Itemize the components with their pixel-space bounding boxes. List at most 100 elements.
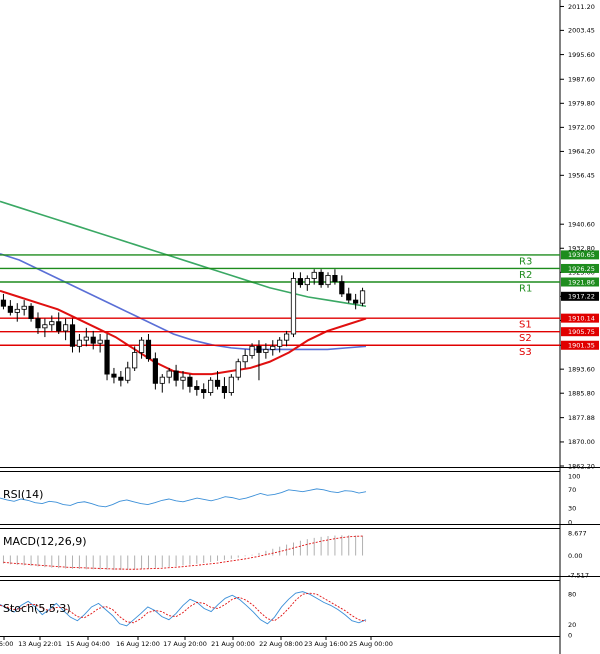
candle-body — [28, 305, 34, 319]
level-value-r3: 1930.65 — [568, 251, 595, 259]
candle-body — [35, 318, 41, 329]
candle-body — [311, 271, 317, 279]
candle-body — [332, 275, 338, 282]
candle-body — [90, 336, 96, 344]
candle-body — [214, 379, 221, 387]
level-value-r1: 1921.86 — [568, 278, 595, 286]
x-tick-label: 16:00 — [0, 640, 13, 648]
candle-body — [283, 333, 290, 341]
candle-body — [208, 379, 214, 393]
price-y-tick-label: 1940.60 — [568, 221, 595, 229]
candle-body — [180, 376, 186, 381]
candle-body — [49, 321, 55, 326]
candle-body — [263, 349, 269, 353]
x-axis: 16:00 13 Aug 22:01 15 Aug 04:00 16 Aug 12:0… — [0, 636, 393, 648]
candle-body — [111, 373, 117, 378]
candle-body — [187, 376, 193, 387]
price-y-tick-label: 1979.80 — [568, 100, 595, 108]
rsi-title: RSI(14) — [3, 488, 43, 501]
macd-title: MACD(12,26,9) — [3, 535, 87, 548]
level-value-box-r2 — [561, 263, 599, 273]
candle-body — [325, 275, 331, 286]
candle-body — [132, 352, 138, 369]
candle-body — [63, 324, 69, 332]
candle-body — [138, 339, 145, 353]
macd-panel: 8.677 0.00 -7.517 — [2, 529, 589, 579]
level-label-r2: R2 — [519, 270, 532, 281]
candle-body — [318, 271, 324, 286]
level-label-s1: S1 — [519, 320, 532, 331]
level-value-box-s2 — [561, 327, 599, 337]
candle-body — [297, 278, 303, 286]
candle-body — [304, 278, 310, 286]
x-tick-label: 17 Aug 20:00 — [163, 640, 207, 648]
candle-body — [76, 339, 83, 347]
level-label-s3: S3 — [519, 347, 532, 358]
x-tick-label: 16 Aug 12:00 — [116, 640, 160, 648]
rsi-line — [0, 488, 367, 508]
candle-body — [201, 389, 207, 393]
candle-body — [21, 305, 27, 310]
price-y-tick-label: 1893.60 — [568, 365, 595, 373]
candle-body — [194, 386, 200, 390]
candle-body — [228, 376, 234, 393]
candle-body — [256, 345, 262, 353]
stoch-title: Stoch(5,5,3) — [3, 602, 71, 615]
x-tick-label: 15 Aug 04:00 — [66, 640, 110, 648]
candle-body — [104, 339, 110, 375]
price-y-tick-label: 1877.88 — [568, 414, 595, 422]
price-y-tick-label: 2003.45 — [568, 27, 595, 35]
candle-body — [125, 367, 131, 381]
candle-body — [159, 376, 165, 384]
x-tick-label: 13 Aug 22:01 — [18, 640, 62, 648]
level-label-r1: R1 — [519, 284, 532, 295]
candle-body — [277, 339, 283, 347]
price-y-tick-label: 1956.45 — [568, 172, 595, 180]
level-value-box-r3 — [561, 250, 599, 260]
stoch-k-line — [0, 591, 367, 627]
candle-body — [290, 278, 297, 335]
price-y-tick-label: 1932.80 — [568, 245, 595, 253]
price-y-tick-label: 1964.20 — [568, 148, 595, 156]
stoch-y-tick-label: 0 — [568, 631, 572, 639]
current-price-label: 1917.22 — [568, 293, 595, 301]
rsi-y-tick-label: 100 — [568, 472, 580, 480]
macd-y-tick-label: 0.00 — [568, 552, 582, 560]
macd-y-tick-label: 8.677 — [568, 529, 587, 537]
candle-body — [166, 370, 172, 378]
candle-body — [83, 336, 89, 341]
rsi-y-tick-label: 30 — [568, 505, 576, 513]
level-label-r3: R3 — [519, 256, 532, 267]
candle-body — [56, 321, 62, 332]
candle-body — [221, 386, 228, 393]
level-value-box-s1 — [561, 313, 599, 323]
candle-body — [353, 299, 359, 304]
price-y-tick-label: 1995.60 — [568, 51, 595, 59]
level-value-r2: 1926.25 — [568, 265, 595, 273]
candle-body — [173, 370, 179, 381]
level-label-s2: S2 — [519, 333, 532, 344]
stoch-y-tick-label: 20 — [568, 621, 576, 629]
candle-body — [346, 293, 352, 301]
candle-body — [152, 358, 158, 384]
candle-body — [235, 361, 241, 378]
rsi-y-tick-label: 70 — [568, 486, 576, 494]
stoch-y-tick-label: 80 — [568, 591, 576, 599]
price-y-tick-label: 1870.00 — [568, 438, 595, 446]
candle-body — [249, 345, 255, 356]
level-value-s3: 1901.35 — [568, 342, 595, 350]
candle-body — [7, 305, 13, 313]
level-value-s1: 1910.14 — [568, 314, 595, 322]
candle-body — [242, 355, 248, 363]
macd-signal-line — [3, 535, 363, 570]
candle-body — [14, 308, 20, 313]
price-y-tick-label: 1987.60 — [568, 76, 595, 84]
stoch-panel: 80 20 0 — [0, 591, 576, 639]
macd-y-tick-label: -7.517 — [568, 571, 589, 579]
candle-body — [97, 339, 103, 344]
candle-body — [69, 324, 76, 347]
price-y-tick-label: 1862.20 — [568, 462, 595, 470]
candle-body — [339, 281, 345, 295]
